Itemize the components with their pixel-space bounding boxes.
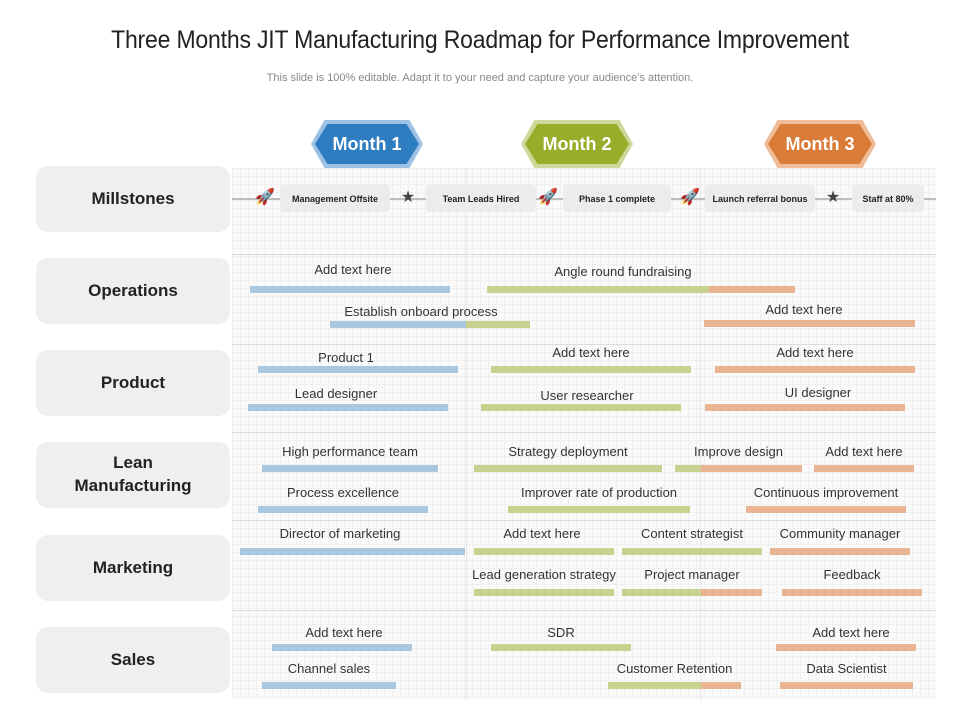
task-label: Add text here <box>765 302 843 317</box>
task-bar <box>622 548 762 555</box>
page-subtitle: This slide is 100% editable. Adapt it to… <box>266 72 694 84</box>
task-label: SDR <box>547 625 575 640</box>
task-bar <box>481 404 681 411</box>
task-bar <box>491 644 631 651</box>
month-3-label: Month 3 <box>768 124 872 164</box>
row-divider <box>232 432 936 433</box>
task-label: Lead designer <box>294 386 378 401</box>
task-bar <box>474 465 662 472</box>
task-bar <box>258 366 458 373</box>
milestone-phase-1-complete: Phase 1 complete <box>563 185 671 212</box>
task-bar <box>508 506 690 513</box>
row-label-sales: Sales <box>36 627 230 693</box>
milestone-staff-at-80: Staff at 80% <box>852 185 924 212</box>
task-bar <box>701 589 762 596</box>
task-label: Add text here <box>503 526 581 541</box>
star-icon: ★ <box>825 189 841 206</box>
task-bar <box>701 465 802 472</box>
task-bar <box>248 404 448 411</box>
task-bar <box>250 286 450 293</box>
task-bar <box>675 465 701 472</box>
month-1-label: Month 1 <box>315 124 419 164</box>
task-bar <box>487 286 709 293</box>
task-label: Content strategist <box>641 526 743 541</box>
task-bar <box>258 506 428 513</box>
task-label: Project manager <box>644 567 740 582</box>
task-bar <box>262 682 396 689</box>
task-bar <box>474 589 614 596</box>
rocket-icon: 🚀 <box>680 189 700 206</box>
task-bar <box>776 644 916 651</box>
task-label: Customer Retention <box>616 661 733 676</box>
row-label-product: Product <box>36 350 230 416</box>
task-label: Lead generation strategy <box>472 567 616 582</box>
task-bar <box>814 465 914 472</box>
task-bar <box>466 321 530 328</box>
task-bar <box>715 366 915 373</box>
task-bar <box>705 404 905 411</box>
task-label: Feedback <box>823 567 881 582</box>
task-label: Add text here <box>552 345 630 360</box>
page-title: Three Months JIT Manufacturing Roadmap f… <box>111 26 849 54</box>
task-label: Channel sales <box>287 661 371 676</box>
task-label: Data Scientist <box>806 661 887 676</box>
task-label: Add text here <box>812 625 890 640</box>
task-label: Add text here <box>305 625 383 640</box>
task-label: Angle round fundraising <box>554 264 692 279</box>
row-label-millstones: Millstones <box>36 166 230 232</box>
milestone-management-offsite: Management Offsite <box>280 185 390 212</box>
task-label: Director of marketing <box>279 526 401 541</box>
row-label-lean-manufacturing: Lean Manufacturing <box>36 442 230 508</box>
task-bar <box>622 589 701 596</box>
star-icon: ★ <box>400 189 416 206</box>
month-divider <box>700 168 701 700</box>
rocket-icon: 🚀 <box>255 189 275 206</box>
task-label: Improve design <box>694 444 783 459</box>
task-bar <box>780 682 913 689</box>
task-bar <box>272 644 412 651</box>
row-divider <box>232 610 936 611</box>
month-divider <box>466 168 467 700</box>
task-label: Process excellence <box>287 485 399 500</box>
timeline-grid <box>232 168 936 700</box>
month-1-badge: Month 1 <box>311 120 423 168</box>
task-bar <box>608 682 701 689</box>
row-divider <box>232 344 936 345</box>
task-bar <box>240 548 465 555</box>
task-label: Add text here <box>314 262 392 277</box>
task-label: Establish onboard process <box>344 304 498 319</box>
month-2-badge: Month 2 <box>521 120 633 168</box>
task-bar <box>704 320 915 327</box>
task-bar <box>770 548 910 555</box>
task-bar <box>746 506 906 513</box>
task-bar <box>474 548 614 555</box>
task-label: Improver rate of production <box>520 485 678 500</box>
row-label-operations: Operations <box>36 258 230 324</box>
rocket-icon: 🚀 <box>538 189 558 206</box>
task-label: UI designer <box>784 385 852 400</box>
task-bar <box>262 465 438 472</box>
task-label: Add text here <box>776 345 854 360</box>
row-divider <box>232 520 936 521</box>
task-label: User researcher <box>540 388 634 403</box>
milestone-team-leads-hired: Team Leads Hired <box>426 185 536 212</box>
task-label: Add text here <box>825 444 903 459</box>
task-label: Community manager <box>779 526 901 541</box>
task-bar <box>491 366 691 373</box>
milestone-launch-referral-bonus: Launch referral bonus <box>705 185 815 212</box>
task-bar <box>701 682 741 689</box>
task-bar <box>330 321 466 328</box>
task-bar <box>782 589 922 596</box>
row-divider <box>232 254 936 255</box>
month-3-badge: Month 3 <box>764 120 876 168</box>
row-label-marketing: Marketing <box>36 535 230 601</box>
task-label: Continuous improvement <box>753 485 899 500</box>
task-label: Product 1 <box>318 350 374 365</box>
task-bar <box>709 286 795 293</box>
task-label: Strategy deployment <box>508 444 628 459</box>
task-label: High performance team <box>282 444 418 459</box>
month-2-label: Month 2 <box>525 124 629 164</box>
